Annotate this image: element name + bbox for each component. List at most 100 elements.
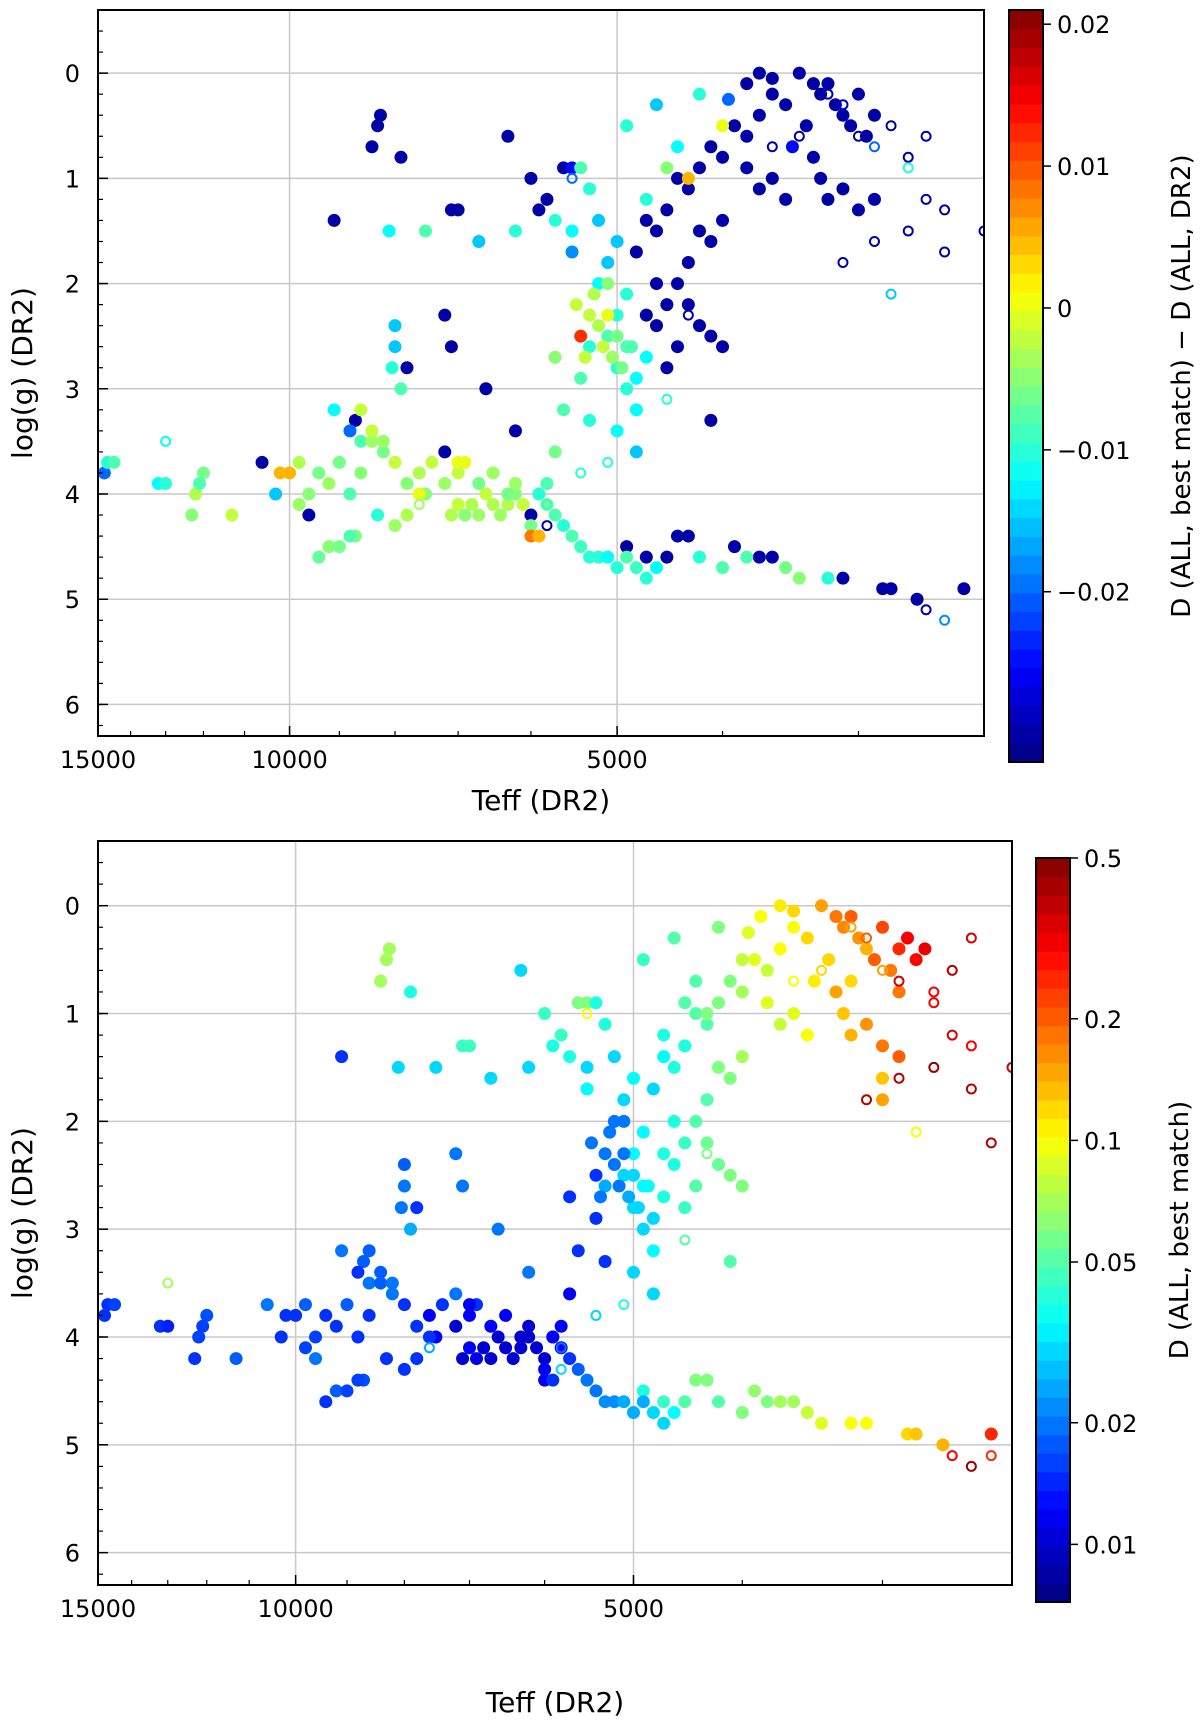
y-tick-label: 3 [65,1216,80,1244]
y-tick-label: 2 [65,271,80,299]
scatter-point [524,508,538,522]
scatter-point [689,1007,703,1021]
scatter-point [574,371,588,385]
colorbar-band [1036,1527,1070,1547]
scatter-point [844,1028,858,1042]
scatter-point-open [701,1148,713,1160]
scatter-point [636,1125,650,1139]
y-tick-label: 2 [65,1108,80,1136]
scatter-point [589,1168,603,1182]
scatter-point [302,508,316,522]
scatter-point [957,582,971,596]
scatter-point [657,1028,671,1042]
colorbar-band [1036,1267,1070,1287]
scatter-point-open [885,288,897,300]
scatter-point [716,213,730,227]
scatter-point [601,550,615,564]
scatter-point [610,561,624,575]
scatter-point [752,182,766,196]
scatter-point [159,476,173,490]
scatter-point [404,1222,418,1236]
scatter-point [610,329,624,343]
top-scatter-points [98,66,984,626]
scatter-point [681,182,695,196]
scatter-point-open [868,235,880,247]
scatter-point [792,571,806,585]
colorbar-tick-label: −0.01 [1057,437,1131,465]
colorbar-band [1009,310,1043,331]
scatter-point [506,1352,520,1366]
colorbar-band [1009,480,1043,500]
scatter-point [501,487,515,501]
scatter-point [451,455,465,469]
scatter-point [598,1017,612,1031]
scatter-point [752,66,766,80]
scatter-point-open [555,1342,567,1354]
bottom-y-axis-label: log(g) (DR2) [6,1127,39,1299]
scatter-point [540,192,554,206]
scatter-point [773,942,787,956]
scatter-point [397,1362,411,1376]
colorbar-band [1036,1360,1070,1380]
scatter-point [900,931,914,945]
scatter-point [491,1222,505,1236]
scatter-point [821,192,835,206]
colorbar-band [1009,348,1043,368]
scatter-point [400,508,414,522]
scatter-point [546,1373,560,1387]
scatter-point [425,455,439,469]
y-tick-label: 5 [65,1432,80,1460]
colorbar-band [1009,122,1043,143]
scatter-point-open [985,1450,997,1462]
scatter-point-open [837,99,849,111]
scatter-point-open [602,456,614,468]
colorbar-band [1036,1378,1070,1398]
scatter-point [584,1136,598,1150]
scatter-point [852,931,866,945]
y-tick-label: 6 [65,691,80,719]
scatter-point [626,1071,640,1085]
scatter-point [444,340,458,354]
scatter-point [98,466,111,480]
scatter-point [260,1298,274,1312]
scatter-point-open [788,975,800,987]
scatter-point-open [902,162,914,174]
scatter-point [514,1330,528,1344]
scatter-point [283,466,297,480]
scatter-point [583,413,597,427]
scatter-point [740,129,754,143]
scatter-point [631,1201,645,1215]
scatter-point [335,1244,349,1258]
colorbar-band [1036,1323,1070,1343]
scatter-point-open [541,520,553,532]
colorbar-band [1036,858,1070,878]
scatter-point-open [590,1309,602,1321]
scatter-point [508,424,522,438]
scatter-point [639,192,653,206]
scatter-point [486,498,500,512]
scatter-point [351,1330,365,1344]
scatter-point [620,119,634,133]
scatter-point [477,1341,491,1355]
colorbar-band [1036,1583,1070,1603]
scatter-point [692,87,706,101]
scatter-point [752,108,766,122]
scatter-point [626,1147,640,1161]
scatter-point [689,1179,703,1193]
scatter-point [583,550,597,564]
scatter-point [574,329,588,343]
scatter-point [910,592,924,606]
scatter-point [610,308,624,322]
scatter-point [273,466,287,480]
scatter-point-open [868,141,880,153]
bottom-colorbar-ticks: 0.5 0.2 0.1 0.05 0.02 0.01 [1070,845,1137,1559]
scatter-point [646,1405,660,1419]
colorbar-band [1009,743,1043,763]
scatter-point [735,1179,749,1193]
colorbar-band [1036,1099,1070,1119]
scatter-point [354,434,368,448]
scatter-point [851,203,865,217]
scatter-point [371,119,385,133]
scatter-point [639,350,653,364]
scatter-point [451,498,465,512]
